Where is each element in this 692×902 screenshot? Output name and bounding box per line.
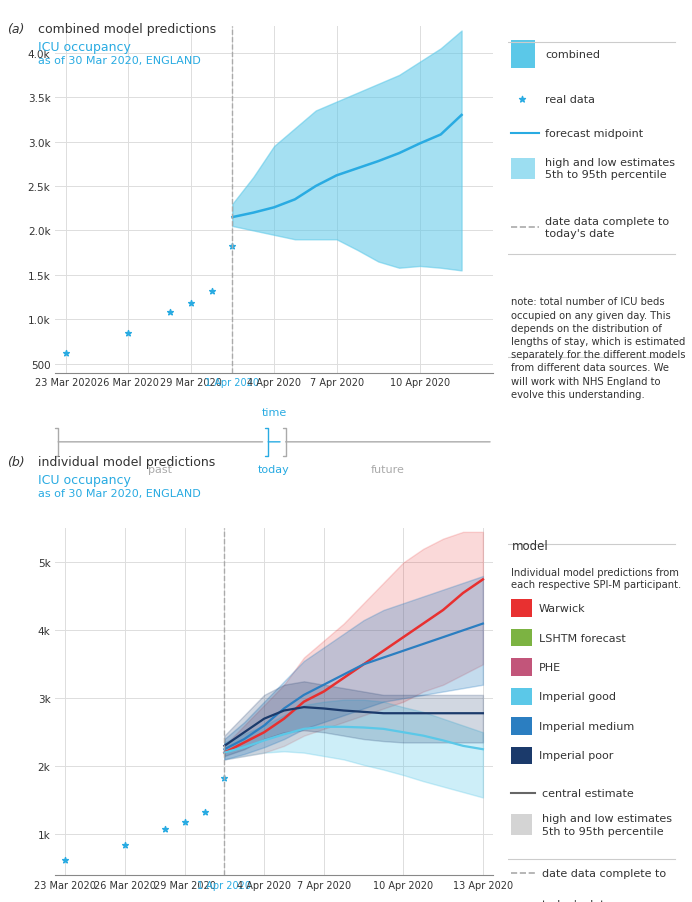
Text: central estimate: central estimate: [542, 788, 634, 798]
Text: high and low estimates
5th to 95th percentile: high and low estimates 5th to 95th perce…: [545, 158, 675, 180]
Text: real data: real data: [545, 95, 595, 105]
Text: today: today: [258, 465, 290, 474]
Text: Imperial poor: Imperial poor: [538, 750, 613, 760]
Text: (b): (b): [7, 456, 24, 468]
Text: ICU occupancy: ICU occupancy: [38, 474, 131, 486]
Point: [185, 297, 197, 311]
Point: [159, 822, 170, 836]
FancyBboxPatch shape: [511, 747, 532, 764]
X-axis label: time: time: [262, 408, 286, 418]
Point: [219, 771, 230, 786]
Point: [227, 240, 238, 254]
Point: [199, 805, 210, 820]
Text: Imperial good: Imperial good: [538, 692, 616, 702]
FancyBboxPatch shape: [511, 658, 532, 676]
Text: combined: combined: [545, 50, 601, 60]
Text: note: total number of ICU beds
occupied on any given day. This
depends on the di: note: total number of ICU beds occupied …: [511, 297, 686, 400]
Point: [179, 815, 190, 829]
Text: future: future: [371, 465, 405, 474]
FancyBboxPatch shape: [511, 815, 532, 835]
Point: [60, 346, 71, 361]
Text: today's date: today's date: [542, 899, 612, 902]
Text: model: model: [511, 539, 548, 552]
Text: high and low estimates
5th to 95th percentile: high and low estimates 5th to 95th perce…: [542, 814, 672, 836]
Text: as of 30 Mar 2020, ENGLAND: as of 30 Mar 2020, ENGLAND: [38, 56, 201, 66]
Text: past: past: [148, 465, 172, 474]
Text: Individual model predictions from
each respective SPI-M participant.: Individual model predictions from each r…: [511, 567, 682, 589]
Text: Warwick: Warwick: [538, 603, 585, 613]
Text: (a): (a): [7, 23, 24, 35]
Point: [206, 284, 217, 299]
Text: date data complete to: date data complete to: [542, 869, 666, 879]
FancyBboxPatch shape: [511, 159, 535, 179]
Text: Imperial medium: Imperial medium: [538, 721, 634, 732]
FancyBboxPatch shape: [511, 630, 532, 647]
Text: PHE: PHE: [538, 662, 561, 672]
FancyBboxPatch shape: [511, 688, 532, 705]
Text: combined model predictions: combined model predictions: [38, 23, 216, 35]
Text: ICU occupancy: ICU occupancy: [38, 41, 131, 53]
Point: [165, 306, 176, 320]
Text: LSHTM forecast: LSHTM forecast: [538, 633, 626, 643]
Text: forecast midpoint: forecast midpoint: [545, 129, 644, 139]
Text: as of 30 Mar 2020, ENGLAND: as of 30 Mar 2020, ENGLAND: [38, 489, 201, 499]
FancyBboxPatch shape: [511, 717, 532, 735]
Text: individual model predictions: individual model predictions: [38, 456, 215, 468]
FancyBboxPatch shape: [511, 600, 532, 617]
Point: [60, 852, 71, 867]
Point: [122, 327, 134, 341]
Text: date data complete to
today's date: date data complete to today's date: [545, 216, 670, 239]
Point: [120, 838, 131, 852]
FancyBboxPatch shape: [511, 41, 535, 69]
